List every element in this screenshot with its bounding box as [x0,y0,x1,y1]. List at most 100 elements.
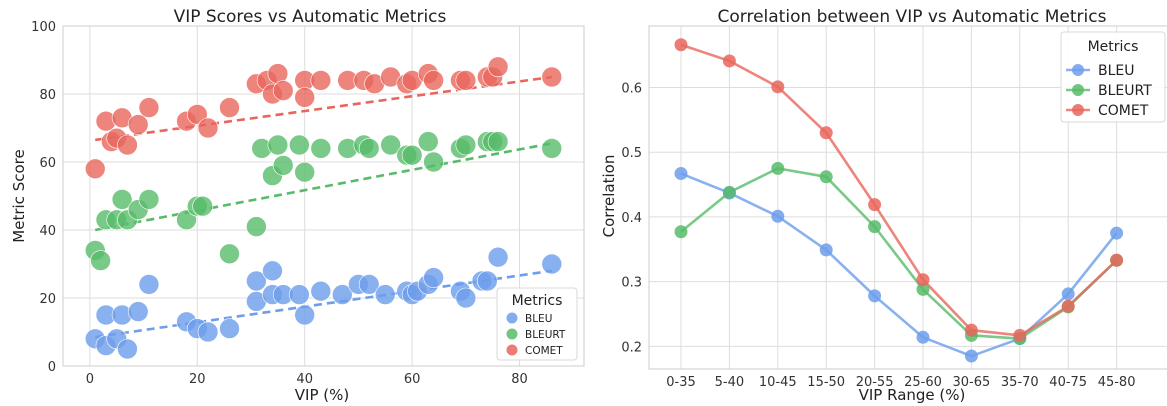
right-point-bleu [819,243,833,257]
left-y-tick-label: 100 [31,20,56,35]
left-y-ticks: 0 20 40 60 80 100 [31,20,56,375]
right-legend-marker-bleurt [1072,84,1084,96]
left-legend-label-comet: COMET [525,345,563,357]
right-plot-frame [648,25,1167,370]
left-point-bleurt [310,138,332,159]
right-x-tick-label: 5-40 [715,375,745,390]
right-point-bleurt [722,185,736,199]
left-x-tick-label: 60 [404,372,421,387]
left-point-bleu [138,274,160,295]
left-point-bleurt [289,134,310,156]
left-point-comet [455,70,477,91]
right-point-comet [771,80,785,94]
right-legend: Metrics BLEU BLEURT COMET [1060,31,1166,123]
right-x-tick-label: 40-75 [1049,375,1087,390]
left-point-bleurt [267,134,289,156]
left-point-bleu [294,304,316,326]
left-point-bleurt [246,216,267,237]
right-point-bleurt [819,170,833,184]
right-point-bleu [771,209,785,223]
right-chart: Correlation between VIP vs Automatic Met… [600,7,1167,404]
right-legend-box [1060,31,1166,123]
left-point-bleu [541,253,563,275]
left-x-tick-label: 80 [511,372,528,387]
right-legend-marker-comet [1072,104,1084,116]
left-point-bleu [477,270,498,292]
right-legend-label-comet: COMET [1098,103,1149,119]
left-point-comet [294,87,316,108]
left-point-bleurt [176,209,197,231]
left-point-bleu [262,260,283,282]
left-point-bleurt [219,243,240,265]
right-point-bleurt [771,161,785,175]
left-point-bleurt [541,138,563,159]
right-x-tick-label: 15-50 [807,375,845,390]
right-legend-label-bleurt: BLEURT [1098,83,1152,99]
left-legend-marker-comet [506,344,518,356]
right-point-bleurt [868,220,882,234]
right-x-axis-label: VIP Range (%) [859,386,966,404]
left-point-bleurt [294,161,316,183]
right-point-bleu [1061,287,1075,301]
left-point-bleu [127,301,149,322]
left-point-bleu [455,287,477,309]
left-y-tick-label: 20 [39,292,56,307]
left-point-bleu [310,280,332,302]
right-point-comet [1061,299,1075,313]
right-y-tick-label: 0.3 [621,276,642,291]
right-point-bleurt [674,225,688,239]
left-point-bleu [358,274,380,295]
right-series-points [674,38,1124,363]
right-legend-label-bleu: BLEU [1098,63,1135,79]
left-chart: VIP Scores vs Automatic Metrics 0 20 40 60 8… [10,7,585,404]
right-x-tick-label: 10-45 [759,375,797,390]
left-point-comet [186,104,208,125]
left-y-tick-label: 40 [39,224,56,239]
right-series-lines [680,43,1118,358]
right-point-bleurt [916,282,930,296]
right-point-comet [964,323,978,337]
right-y-tick-label: 0.4 [621,211,642,226]
right-y-tick-label: 0.6 [621,81,642,96]
right-point-comet [868,198,882,212]
right-point-comet [916,273,930,287]
right-line-bleu [680,172,1118,358]
left-point-comet [219,97,240,118]
left-point-bleurt [423,151,444,173]
left-point-bleurt [455,134,477,156]
right-legend-title: Metrics [1088,39,1139,55]
left-point-bleu [423,267,444,288]
right-point-comet [819,126,833,140]
left-point-comet [138,97,160,118]
left-y-axis-label: Metric Score [10,149,28,242]
right-point-bleu [674,167,688,181]
left-point-comet [487,56,509,78]
right-point-comet [722,54,736,68]
right-x-tick-label: 35-70 [1001,375,1039,390]
right-point-comet [1110,253,1124,267]
left-x-tick-label: 0 [86,372,94,387]
right-point-bleu [868,289,882,303]
left-point-bleurt [192,195,213,217]
right-x-tick-label: 20-55 [856,375,894,390]
right-y-axis-label: Correlation [600,155,618,238]
left-legend-box [496,287,578,361]
left-point-bleu [197,321,219,343]
left-point-bleu [374,284,396,305]
left-y-tick-label: 80 [39,88,56,103]
left-point-bleurt [380,134,401,156]
left-legend-marker-bleurt [506,328,518,340]
left-legend-label-bleurt: BLEURT [525,329,566,341]
left-point-bleurt [111,189,133,210]
left-point-comet [197,117,219,139]
left-point-bleurt [90,250,111,271]
left-legend-marker-bleu [506,312,518,324]
right-point-bleu [916,330,930,344]
left-x-ticks: 0 20 40 60 80 [86,372,528,387]
right-x-tick-label: 25-60 [904,375,942,390]
right-point-bleu [964,349,978,363]
left-x-tick-label: 40 [296,372,313,387]
left-legend-label-bleu: BLEU [525,313,552,325]
right-x-tick-label: 0-35 [666,375,696,390]
left-trend-line-comet [95,75,552,142]
